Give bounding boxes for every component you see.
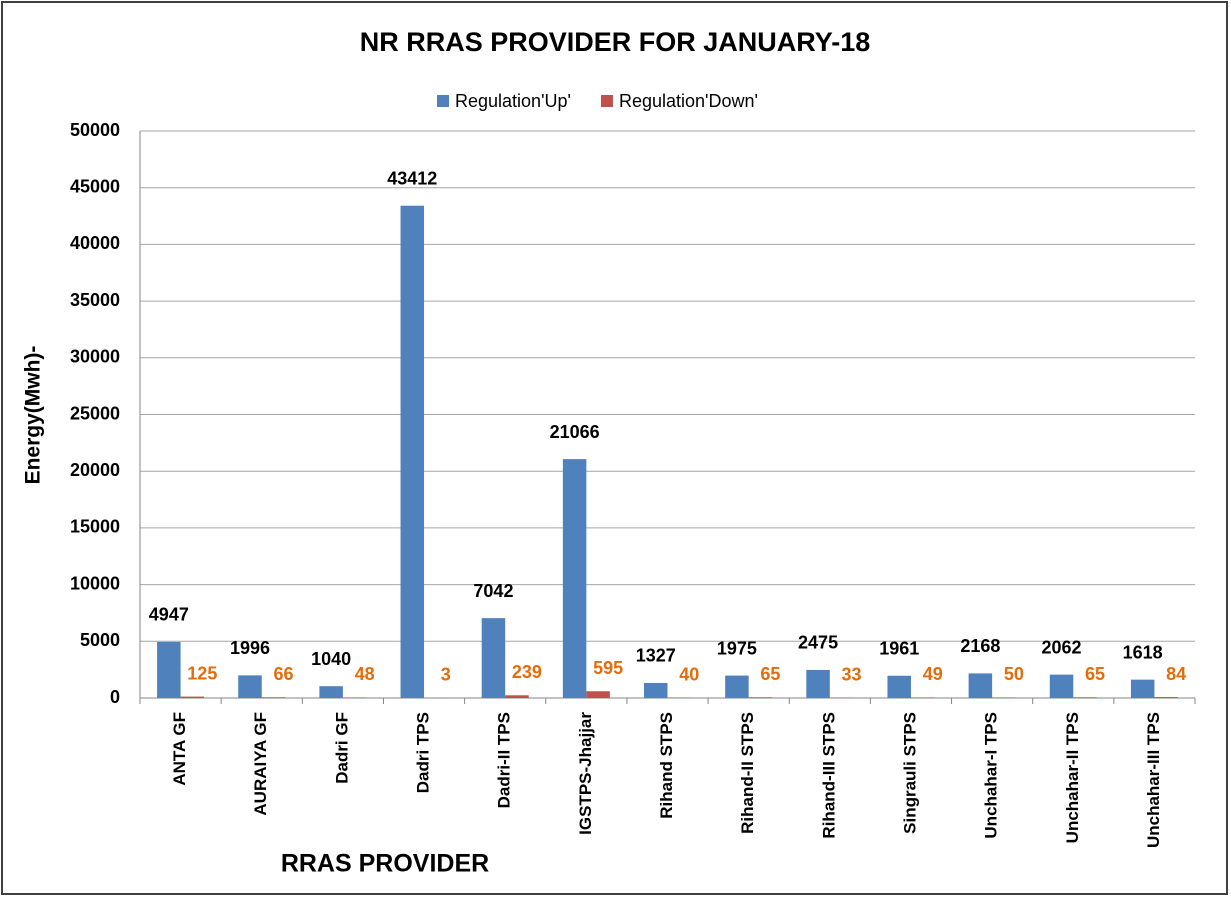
bar bbox=[562, 459, 587, 698]
data-label: 43412 bbox=[387, 168, 437, 188]
bar bbox=[1130, 679, 1155, 698]
legend-swatch bbox=[600, 95, 613, 107]
x-tick-label: Unchahar-II TPS bbox=[1063, 712, 1082, 843]
y-tick-label: 50000 bbox=[70, 120, 120, 140]
data-label: 2475 bbox=[798, 633, 838, 653]
data-label: 1996 bbox=[230, 638, 270, 658]
data-label: 33 bbox=[842, 664, 862, 684]
x-tick-label: Rihand-III STPS bbox=[819, 712, 838, 839]
y-tick-label: 5000 bbox=[80, 630, 120, 650]
y-tick-label: 35000 bbox=[70, 290, 120, 310]
data-label: 125 bbox=[187, 663, 217, 683]
data-label: 1961 bbox=[879, 639, 919, 659]
data-label: 66 bbox=[273, 664, 293, 684]
x-tick-label: Dadri TPS bbox=[414, 712, 433, 793]
bar bbox=[261, 697, 286, 698]
data-label: 50 bbox=[1004, 664, 1024, 684]
data-label: 3 bbox=[441, 665, 451, 685]
x-tick-label: Singrauli STPS bbox=[900, 712, 919, 834]
data-label: 2168 bbox=[960, 636, 1000, 656]
bar bbox=[157, 641, 181, 698]
bar bbox=[1073, 697, 1097, 698]
bar bbox=[238, 675, 262, 698]
data-label: 21066 bbox=[550, 422, 600, 442]
data-label: 65 bbox=[760, 664, 780, 684]
data-label: 595 bbox=[593, 658, 623, 678]
bar bbox=[644, 682, 668, 698]
bar bbox=[1154, 697, 1178, 698]
legend-label: Regulation'Up' bbox=[455, 91, 571, 111]
bar bbox=[342, 697, 367, 698]
data-label: 1618 bbox=[1123, 642, 1163, 662]
x-tick-label: Rihand STPS bbox=[657, 712, 676, 819]
y-tick-label: 10000 bbox=[70, 573, 120, 593]
bar bbox=[968, 673, 993, 698]
data-label: 4947 bbox=[149, 605, 189, 625]
x-tick-label: Rihand-II STPS bbox=[738, 712, 757, 834]
bar bbox=[806, 669, 830, 698]
data-label: 2062 bbox=[1041, 637, 1081, 657]
data-label: 48 bbox=[355, 664, 375, 684]
data-label: 1327 bbox=[636, 646, 676, 666]
x-tick-label: Dadri GF bbox=[332, 712, 351, 784]
y-tick-label: 20000 bbox=[70, 460, 120, 480]
bar bbox=[505, 695, 529, 698]
y-tick-label: 45000 bbox=[70, 176, 120, 196]
bar bbox=[400, 205, 425, 698]
x-tick-label: AURAIYA GF bbox=[251, 712, 270, 816]
bar bbox=[180, 696, 205, 698]
x-tick-label: IGSTPS-Jhajjar bbox=[576, 712, 595, 835]
legend-label: Regulation'Down' bbox=[619, 91, 758, 111]
bar bbox=[725, 675, 749, 698]
data-label: 84 bbox=[1166, 664, 1186, 684]
bar bbox=[319, 686, 343, 698]
y-axis-title: Energy(Mwh)- bbox=[22, 346, 45, 485]
data-label: 65 bbox=[1085, 664, 1105, 684]
data-label: 239 bbox=[512, 662, 542, 682]
y-tick-label: 25000 bbox=[70, 403, 120, 423]
chart-title: NR RRAS PROVIDER FOR JANUARY-18 bbox=[360, 27, 871, 57]
bar bbox=[1049, 674, 1074, 698]
bar bbox=[586, 691, 610, 698]
y-tick-label: 30000 bbox=[70, 347, 120, 367]
y-tick-label: 40000 bbox=[70, 233, 120, 253]
y-tick-label: 0 bbox=[110, 687, 120, 707]
bar bbox=[910, 697, 935, 698]
bar bbox=[992, 697, 1016, 698]
x-tick-label: ANTA GF bbox=[170, 712, 189, 786]
y-tick-label: 15000 bbox=[70, 517, 120, 537]
data-label: 40 bbox=[679, 664, 699, 684]
data-label: 1040 bbox=[311, 649, 351, 669]
bar bbox=[748, 697, 773, 698]
x-tick-label: Unchahar-I TPS bbox=[982, 712, 1001, 839]
x-tick-label: Dadri-II TPS bbox=[495, 712, 514, 808]
data-label: 49 bbox=[923, 664, 943, 684]
legend-swatch bbox=[437, 95, 449, 107]
x-axis-title: RRAS PROVIDER bbox=[281, 850, 489, 878]
bar bbox=[887, 675, 911, 698]
data-label: 1975 bbox=[717, 638, 757, 658]
x-tick-label: Unchahar-III TPS bbox=[1144, 712, 1163, 848]
data-label: 7042 bbox=[473, 581, 513, 601]
bar bbox=[481, 618, 506, 698]
